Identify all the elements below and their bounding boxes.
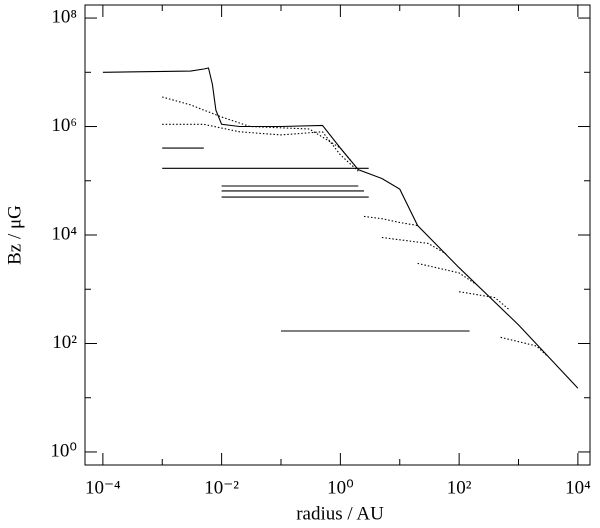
- series-line: [459, 291, 510, 311]
- y-axis-label: Bz / μG: [4, 205, 25, 265]
- x-tick-label: 10⁰: [327, 477, 354, 498]
- y-tick-label: 10⁰: [50, 440, 77, 461]
- x-tick-label: 10²: [447, 477, 472, 498]
- series-line: [417, 262, 478, 286]
- plot-frame: [84, 4, 591, 466]
- x-tick-label: 10⁻⁴: [85, 477, 121, 498]
- y-tick-label: 10⁶: [51, 115, 77, 136]
- series-line: [363, 215, 418, 227]
- x-tick-label: 10⁴: [565, 477, 591, 498]
- series-line: [162, 123, 359, 172]
- y-tick-label: 10⁸: [51, 6, 77, 27]
- series-line: [381, 236, 447, 255]
- series-line: [500, 336, 548, 356]
- series-line: [102, 67, 579, 389]
- x-tick-label: 10⁻²: [204, 477, 239, 498]
- y-tick-label: 10²: [52, 332, 77, 353]
- x-axis-label: radius / AU: [296, 503, 384, 524]
- y-tick-label: 10⁴: [51, 223, 77, 244]
- series-line: [162, 96, 359, 171]
